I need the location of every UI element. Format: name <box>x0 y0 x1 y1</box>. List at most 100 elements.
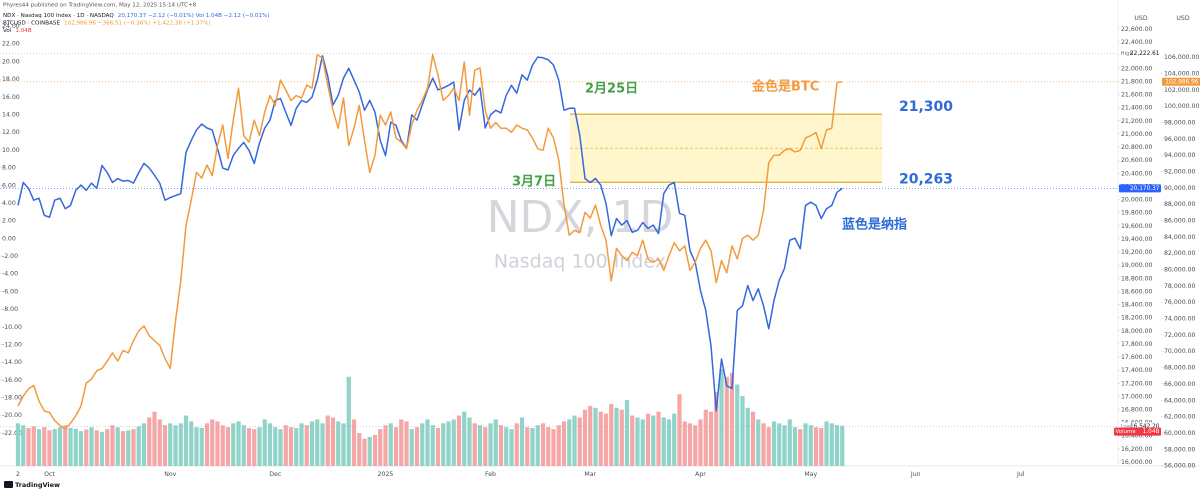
annotation: 蓝色是纳指 <box>842 217 907 233</box>
volume-bar <box>351 419 357 466</box>
x-tick-label: Feb <box>485 471 496 478</box>
x-tick-label: Mar <box>584 471 596 478</box>
volume-bar <box>241 425 246 466</box>
volume-bar <box>666 419 672 466</box>
volume-bar <box>782 425 787 466</box>
y-tick-label: 19,800.00 <box>1121 210 1153 217</box>
y-tick-label: 70,000.00 <box>1164 348 1196 355</box>
brand-logo <box>4 481 13 488</box>
volume-bar <box>735 384 740 466</box>
volume-bar <box>378 429 383 466</box>
y-tick-label: 17,800.00 <box>1121 341 1153 348</box>
volume-bar <box>215 421 220 466</box>
y-tick-label: 18,600.00 <box>1121 288 1153 295</box>
volume-bar <box>189 421 194 466</box>
volume-bar <box>152 411 157 466</box>
volume-bar <box>173 425 178 466</box>
volume-bar <box>57 427 63 466</box>
legend-entry: Vol 1.04B <box>3 28 32 34</box>
volume-bar <box>141 423 147 466</box>
price-line-series <box>17 54 843 430</box>
watermark-subtitle: Nasdaq 100 Index <box>494 251 666 273</box>
legend-name: NDX · Nasdaq 100 Index · 1D · NASDAQ <box>3 13 114 19</box>
volume-bar <box>21 425 26 466</box>
y-tick-label: 19,000.00 <box>1121 262 1153 269</box>
y-tick-label: 19,200.00 <box>1121 249 1153 256</box>
volume-bar <box>31 426 36 466</box>
volume-bar <box>635 417 640 466</box>
y-tick-label: 18,200.00 <box>1121 315 1153 322</box>
volume-bar <box>320 423 325 466</box>
zone-label: 21,300 <box>899 99 953 115</box>
y-tick-label: 18,000.00 <box>1121 328 1153 335</box>
volume-bar <box>498 425 504 466</box>
volume-bar <box>73 428 78 466</box>
y-tick-label: -16.00 <box>2 377 22 384</box>
volume-bar <box>204 423 210 466</box>
volume-bar <box>787 419 792 466</box>
volume-bar <box>624 400 630 466</box>
volume-bar <box>15 423 21 466</box>
volume-bar <box>593 407 598 466</box>
x-tick-label: Oct <box>44 471 55 478</box>
volume-bar <box>362 438 367 466</box>
legend-name: Vol <box>3 28 12 34</box>
volume-bar <box>47 430 52 466</box>
publisher-note: Phyres44 published on TradingView.com, M… <box>3 3 197 9</box>
y-tick-label: -22.00 <box>2 430 22 437</box>
volume-bar <box>315 419 320 466</box>
volume-bar <box>693 425 698 466</box>
volume-bar <box>504 427 509 466</box>
price-tag-value: 20,170.37 <box>1130 186 1160 192</box>
y-tick-label: -18.00 <box>2 395 22 402</box>
y-tick-label: 100,000.00 <box>1164 103 1199 110</box>
volume-bar <box>750 411 756 466</box>
volume-bar <box>745 407 750 466</box>
volume-bar <box>309 421 315 466</box>
y-tick-label: 14.00 <box>2 112 20 119</box>
volume-bar <box>703 409 708 466</box>
volume-bar <box>131 429 136 466</box>
y-tick-label: 4.00 <box>2 200 16 207</box>
y-tick-label: 106,000.00 <box>1164 54 1199 61</box>
volume-bar <box>540 423 546 466</box>
y-tick-label: 20,800.00 <box>1121 144 1153 151</box>
volume-bar <box>493 419 498 466</box>
y-tick-label: 21,400.00 <box>1121 105 1153 112</box>
y-tick-label: 92,000.00 <box>1164 169 1196 176</box>
volume-bar <box>26 427 31 466</box>
y-tick-label: 98,000.00 <box>1164 120 1196 127</box>
legend-entry: BTCUSD · COINBASE 102,986.96 −366.51 (−0.… <box>3 20 211 26</box>
volume-bar <box>567 419 572 466</box>
volume-bar <box>430 425 435 466</box>
y-tick-label: 17,600.00 <box>1121 354 1153 361</box>
volume-bar <box>36 429 42 466</box>
volume-bar <box>194 427 199 466</box>
y-tick-label: 16.00 <box>2 94 20 101</box>
y-tick-label: -20.00 <box>2 412 22 419</box>
volume-bar <box>278 429 283 466</box>
volume-bar <box>451 419 456 466</box>
volume-bar <box>283 425 288 466</box>
volume-bar <box>603 413 609 466</box>
y-tick-label: 19,400.00 <box>1121 236 1153 243</box>
volume-bar <box>661 417 666 466</box>
y-tick-label: 22,000.00 <box>1121 65 1153 72</box>
x-tick-label: Jul <box>1016 471 1025 478</box>
y-tick-label: 56,000.00 <box>1164 463 1196 470</box>
volume-bar <box>651 415 656 466</box>
x-tick-label: Apr <box>695 471 706 478</box>
volume-bar <box>588 405 593 466</box>
y-tick-label: 82,000.00 <box>1164 250 1196 257</box>
y-tick-label: 21,000.00 <box>1121 131 1153 138</box>
legend-quote: 102,986.96 −366.51 (−0.36%) +1,422.38 (+… <box>64 20 211 26</box>
y-tick-label: 19,600.00 <box>1121 223 1153 230</box>
volume-bar <box>472 423 477 466</box>
price-tag-value: 102,986.96 <box>1165 79 1199 85</box>
volume-bar <box>708 411 714 466</box>
volume-bar <box>766 427 771 466</box>
volume-bar <box>514 423 519 466</box>
y-tick-label: 94,000.00 <box>1164 152 1196 159</box>
